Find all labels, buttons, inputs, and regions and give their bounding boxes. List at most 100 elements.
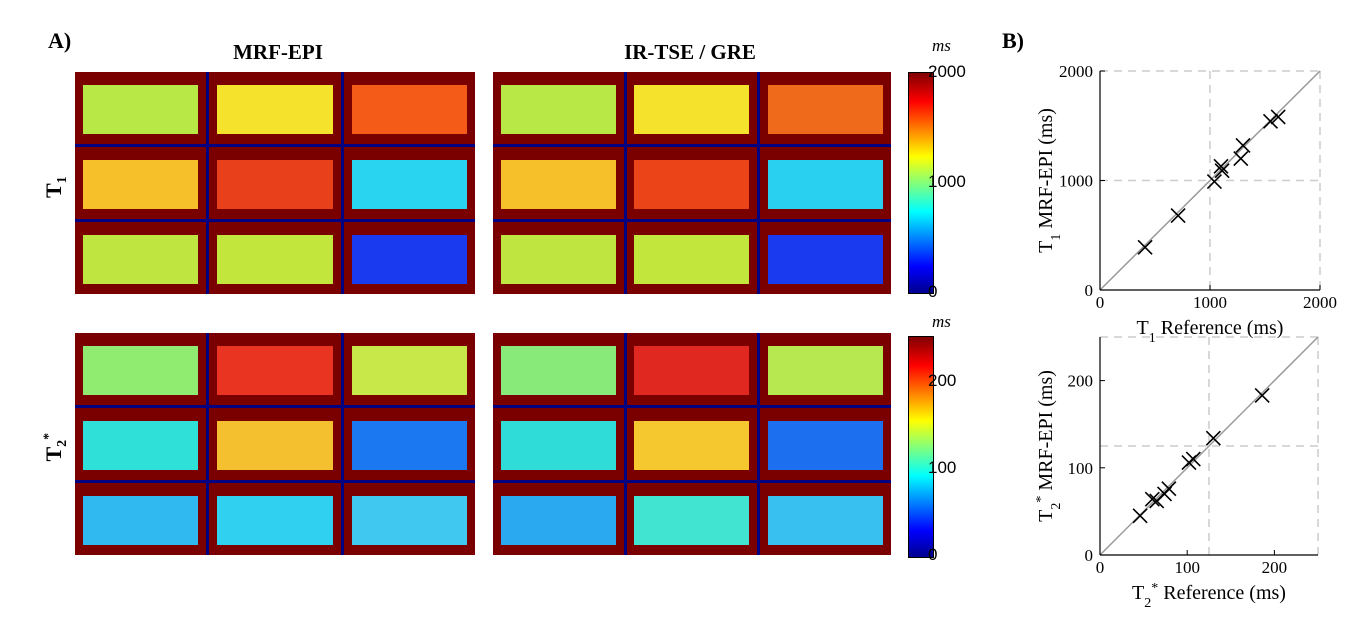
y-tick-label: 100	[1068, 459, 1094, 478]
y-tick-label: 1000	[1059, 172, 1093, 191]
map-cell-t2-mrf-5	[209, 408, 341, 480]
x-tick-label: 100	[1174, 558, 1200, 577]
map-cell-t1-ref-3	[760, 72, 891, 144]
data-point-stroke	[1233, 151, 1249, 167]
colorbar-t1	[908, 72, 934, 294]
map-grid-t1-mrf	[75, 72, 475, 294]
data-point	[1170, 207, 1186, 224]
identity-line	[1099, 70, 1321, 291]
data-point	[1213, 158, 1229, 174]
phantom-vial	[351, 345, 468, 395]
phantom-vial	[217, 234, 333, 284]
phantom-vial	[634, 84, 750, 134]
map-cell-t1-ref-6	[760, 147, 891, 219]
y-axis-label: T2* MRF-EPI (ms)	[1034, 370, 1064, 522]
map-cell-t1-mrf-4	[75, 147, 207, 219]
map-cell-t1-ref-2	[626, 72, 758, 144]
x-tick-label: 1000	[1193, 293, 1227, 312]
x-tick-label: 0	[1096, 293, 1105, 312]
map-cell-t1-mrf-9	[343, 222, 475, 294]
colorbar-t2-tick-0: 0	[928, 545, 938, 564]
map-cell-t1-ref-1	[493, 72, 624, 144]
map-cell-t1-mrf-3	[343, 72, 475, 144]
data-point	[1206, 174, 1222, 190]
data-point-stroke	[1144, 491, 1160, 507]
phantom-vial	[500, 495, 616, 545]
phantom-vial	[351, 84, 468, 134]
map-cell-t1-mrf-1	[75, 72, 207, 144]
map-cell-t1-ref-4	[493, 147, 624, 219]
panel-b-label: B)	[1002, 28, 1024, 53]
phantom-vial	[217, 420, 333, 470]
phantom-vial	[634, 495, 750, 545]
y-tick-label: 0	[1085, 281, 1094, 300]
x-tick-label: 0	[1096, 558, 1105, 577]
data-point-stroke	[1206, 174, 1222, 190]
phantom-vial	[82, 234, 199, 284]
data-point-stroke	[1132, 508, 1148, 524]
data-point	[1235, 137, 1251, 154]
data-point-stroke	[1161, 481, 1177, 497]
map-cell-t2-mrf-8	[209, 483, 341, 555]
phantom-vial	[217, 159, 333, 209]
colorbar-t2-tick-200: 200	[928, 371, 957, 390]
phantom-vial	[351, 420, 468, 470]
phantom-vial	[768, 345, 884, 395]
phantom-vial	[634, 234, 750, 284]
y-tick-label: 200	[1068, 372, 1094, 391]
data-point-stroke	[1205, 430, 1221, 446]
map-cell-t1-mrf-5	[209, 147, 341, 219]
data-point	[1270, 109, 1286, 125]
phantom-vial	[82, 345, 199, 395]
colorbar-t1-tick-mid: 1000	[928, 172, 966, 191]
data-point-stroke	[1137, 239, 1153, 255]
data-point	[1161, 481, 1177, 497]
phantom-vial	[634, 159, 750, 209]
map-cell-t2-ref-4	[493, 408, 624, 480]
map-cell-t2-ref-9	[760, 483, 891, 555]
map-cell-t2-ref-6	[760, 408, 891, 480]
colorbar-t1-tick-min: 0	[928, 282, 938, 301]
data-point-stroke	[1170, 207, 1186, 224]
map-cell-t2-mrf-7	[75, 483, 207, 555]
phantom-vial	[500, 159, 616, 209]
colorbar-t1-tick-max: 2000	[928, 62, 966, 81]
map-cell-t2-mrf-6	[343, 408, 475, 480]
y-tick-label: 2000	[1059, 62, 1093, 81]
map-grid-t2-mrf	[75, 333, 475, 555]
phantom-vial	[217, 495, 333, 545]
map-cell-t1-mrf-7	[75, 222, 207, 294]
map-cell-t1-ref-8	[626, 222, 758, 294]
map-cell-t2-mrf-2	[209, 333, 341, 405]
data-point-stroke	[1262, 113, 1279, 129]
x-tick-label: 200	[1262, 558, 1288, 577]
data-point	[1132, 508, 1148, 524]
data-point	[1262, 113, 1279, 129]
map-cell-t2-mrf-9	[343, 483, 475, 555]
phantom-vial	[768, 84, 884, 134]
map-cell-t2-mrf-4	[75, 408, 207, 480]
map-cell-t1-mrf-2	[209, 72, 341, 144]
data-point	[1233, 151, 1249, 167]
data-point	[1205, 430, 1221, 446]
map-cell-t2-ref-5	[626, 408, 758, 480]
scatter-plot-t2star: 0 100 200 0 100 200 T2* Reference (ms) T2* MRF-…	[1034, 336, 1319, 611]
phantom-vial	[351, 234, 468, 284]
map-cell-t2-mrf-3	[343, 333, 475, 405]
map-cell-t2-mrf-1	[75, 333, 207, 405]
colorbar-t2-tick-100: 100	[928, 458, 957, 477]
map-grid-t1-reference	[493, 72, 891, 294]
colorbar-t2	[908, 336, 934, 558]
phantom-vial	[768, 495, 884, 545]
row-label-t1: T1	[40, 176, 71, 199]
y-tick-label: 0	[1085, 546, 1094, 565]
phantom-vial	[82, 420, 199, 470]
map-cell-t1-ref-5	[626, 147, 758, 219]
map-cell-t1-mrf-8	[209, 222, 341, 294]
phantom-vial	[768, 159, 884, 209]
phantom-vial	[217, 84, 333, 134]
map-cell-t1-ref-7	[493, 222, 624, 294]
data-point	[1254, 387, 1270, 403]
phantom-vial	[217, 345, 333, 395]
map-cell-t2-ref-7	[493, 483, 624, 555]
